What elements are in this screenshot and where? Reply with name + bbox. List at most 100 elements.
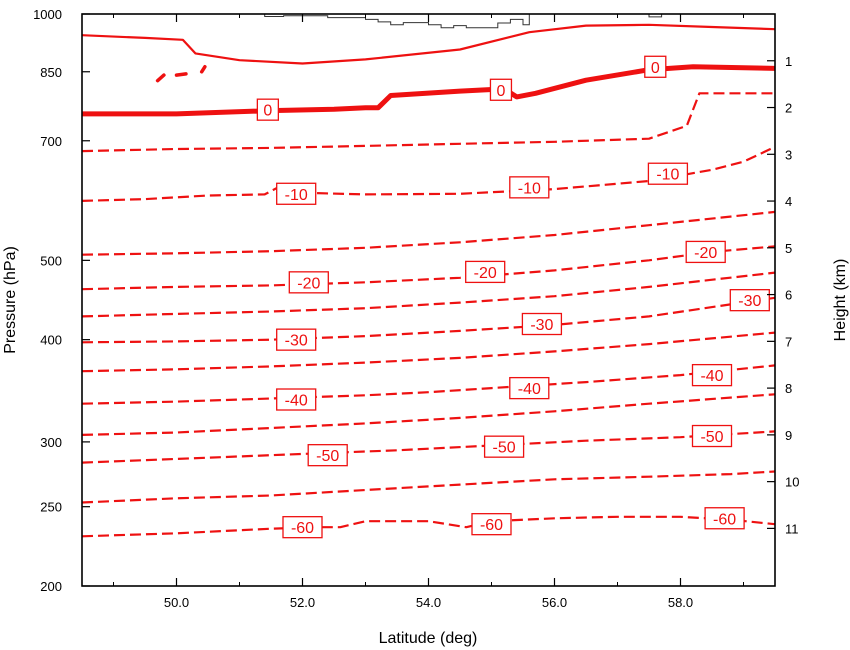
contour-label-box: [465, 260, 506, 284]
x-axis-title: Latitude (deg): [379, 630, 478, 647]
contour-label-box: [307, 444, 348, 467]
x-tick-label: 52.0: [290, 595, 315, 610]
contour-label-box: [704, 507, 745, 530]
contour-label-box: [282, 516, 323, 539]
y-axis-title: Pressure (hPa): [2, 246, 19, 354]
contour-label-box: [256, 98, 280, 121]
terrain-outline: [264, 14, 530, 29]
contour-label-box: [521, 312, 563, 336]
contour-label-text: -40: [700, 368, 723, 385]
contour-label: -30: [276, 328, 317, 351]
contour-label: -60: [704, 507, 745, 530]
contour-line: [81, 393, 776, 436]
contour-labels: -60 -60 -60 -50 -50 -50 -40 -40 -40 -30 -30 -30 -20 -…: [256, 55, 770, 539]
contour-label-box: [691, 363, 733, 387]
contour-label: -60: [282, 516, 323, 539]
contour-line: [81, 331, 776, 373]
contour-label-box: [509, 176, 550, 199]
contour-label: -10: [276, 182, 317, 205]
x-tick-label: 56.0: [542, 595, 567, 610]
y-tick-label: 300: [40, 435, 62, 450]
contour-label-text: -30: [738, 293, 761, 310]
contour-label-text: -10: [656, 167, 679, 184]
contour-label-text: -60: [291, 520, 314, 537]
contour-label-text: -30: [285, 333, 308, 350]
y2-axis-title: Height (km): [832, 259, 849, 342]
y-tick-label: 200: [40, 579, 62, 594]
contour-label-box: [685, 240, 726, 264]
contour-line: [81, 430, 776, 464]
contour-label: -40: [276, 388, 317, 411]
contour-label-text: -50: [316, 448, 339, 465]
contour-label: -50: [483, 435, 525, 458]
contour-label-text: 0: [496, 83, 505, 100]
contour-line: [81, 210, 776, 256]
y2-tick-label: 6: [785, 288, 792, 303]
contour-label-box: [276, 182, 317, 205]
contour-label: -20: [288, 271, 329, 294]
contour-label: 0: [644, 55, 667, 78]
contour-label-text: -60: [480, 517, 503, 534]
contour-label-box: [276, 328, 317, 351]
contour-label-text: -10: [285, 187, 308, 204]
y2-tick-label: 1: [785, 54, 792, 69]
contour-line: [81, 470, 776, 504]
contour-label-text: -30: [530, 317, 553, 334]
y2-tick-label: 7: [785, 334, 792, 349]
contour-line: [81, 515, 776, 538]
terrain-outline: [648, 14, 663, 18]
contour-label-box: [489, 78, 513, 101]
contour-label-text: -20: [297, 275, 320, 292]
contour-label-box: [471, 513, 512, 536]
contour-label: -10: [647, 162, 689, 185]
contour-label: -20: [685, 240, 726, 264]
contour-lines: [81, 23, 776, 538]
contour-label: -60: [471, 513, 512, 536]
y-tick-label: 1000: [33, 7, 62, 22]
x-tick-label: 54.0: [416, 595, 441, 610]
contour-label-text: -40: [285, 393, 308, 410]
y-tick-label: 850: [40, 65, 62, 80]
contour-line: [81, 364, 776, 405]
y2-tick-label: 2: [785, 101, 792, 116]
y-tick-label: 700: [40, 134, 62, 149]
axes: 50.0 52.0 54.0 56.0 58.020025030040050070085…: [33, 7, 799, 610]
contour-label-box: [276, 388, 317, 411]
contour-label-box: [509, 376, 550, 400]
x-tick-label: 50.0: [164, 595, 189, 610]
contour-label-box: [483, 435, 525, 458]
y-tick-label: 400: [40, 333, 62, 348]
contour-label-box: [647, 162, 689, 185]
contour-label-text: 0: [651, 60, 660, 77]
y-tick-label: 500: [40, 253, 62, 268]
y-tick-label: 250: [40, 500, 62, 515]
y2-tick-label: 8: [785, 381, 792, 396]
contour-label-text: -50: [493, 440, 516, 457]
contour-label: -30: [729, 289, 770, 312]
contour-label: -40: [691, 363, 733, 387]
contour-line: [82, 64, 776, 117]
y2-tick-label: 10: [785, 475, 799, 490]
contour-label: -20: [465, 260, 506, 284]
terrain-profile: [264, 14, 663, 29]
contour-label-text: -20: [694, 245, 717, 262]
y2-tick-label: 9: [785, 428, 792, 443]
contour-label-text: -50: [700, 429, 723, 446]
contour-line: [81, 23, 776, 65]
contour-label-box: [644, 55, 667, 78]
contour-label-box: [288, 271, 329, 294]
contour-line: [81, 145, 776, 202]
contour-line: [81, 92, 775, 153]
x-tick-label: 58.0: [668, 595, 693, 610]
contour-fragment: [155, 73, 166, 83]
y2-tick-label: 5: [785, 241, 792, 256]
contour-line: [81, 296, 776, 344]
contour-label: -40: [509, 376, 550, 400]
contour-label-box: [729, 289, 770, 312]
contour-line: [81, 271, 776, 318]
contour-label-text: 0: [263, 103, 272, 120]
contour-label-text: -10: [518, 180, 541, 197]
contour-fragment: [199, 65, 207, 74]
y2-tick-label: 11: [785, 521, 799, 536]
